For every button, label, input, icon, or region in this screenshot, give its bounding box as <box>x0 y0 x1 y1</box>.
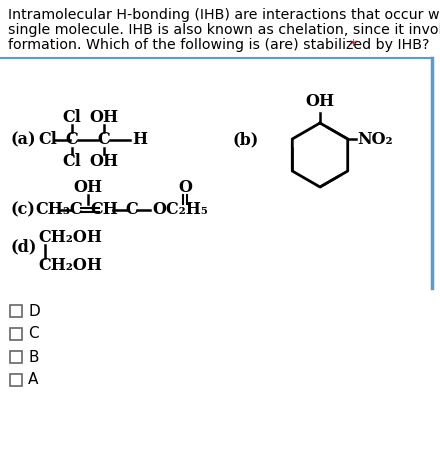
Bar <box>10 351 22 363</box>
Text: C: C <box>66 132 78 149</box>
Text: A: A <box>28 372 38 388</box>
Text: *: * <box>350 38 357 52</box>
Text: formation. Which of the following is (are) stabilized by IHB?: formation. Which of the following is (ar… <box>8 38 434 52</box>
Text: C: C <box>126 202 138 219</box>
Text: B: B <box>28 349 39 364</box>
Text: C: C <box>98 132 110 149</box>
Text: (a): (a) <box>10 132 36 149</box>
Text: D: D <box>28 303 40 319</box>
Text: OH: OH <box>89 110 118 126</box>
Text: Intramolecular H-bonding (IHB) are interactions that occur within one: Intramolecular H-bonding (IHB) are inter… <box>8 8 440 22</box>
Text: Cl: Cl <box>38 132 57 149</box>
Text: CH₂OH: CH₂OH <box>38 228 102 245</box>
Bar <box>10 374 22 386</box>
Bar <box>10 328 22 340</box>
Text: NO₂: NO₂ <box>358 130 393 147</box>
Text: H: H <box>132 132 147 149</box>
Text: Cl: Cl <box>62 153 81 170</box>
Text: CH₃: CH₃ <box>35 202 70 219</box>
Text: Cl: Cl <box>62 110 81 126</box>
Text: OH: OH <box>89 153 118 170</box>
Text: OC₂H₅: OC₂H₅ <box>152 202 208 219</box>
Text: OH: OH <box>305 93 334 110</box>
Text: CH₂OH: CH₂OH <box>38 256 102 273</box>
Text: C: C <box>28 327 39 342</box>
Text: (b): (b) <box>232 132 258 149</box>
Text: single molecule. IHB is also known as chelation, since it involves ring: single molecule. IHB is also known as ch… <box>8 23 440 37</box>
Text: OH: OH <box>73 179 103 196</box>
Text: CH: CH <box>90 202 118 219</box>
Text: (c): (c) <box>10 202 35 219</box>
Text: O: O <box>178 179 192 196</box>
Bar <box>10 305 22 317</box>
Text: (d): (d) <box>10 238 37 255</box>
Text: C: C <box>70 202 82 219</box>
